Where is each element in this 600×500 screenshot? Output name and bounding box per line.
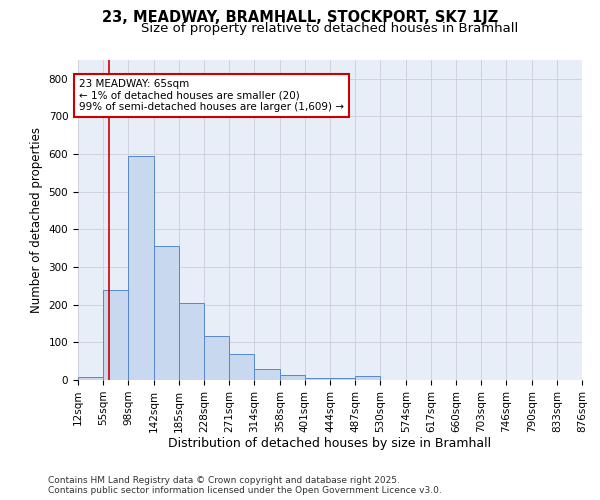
- Bar: [229, 354, 254, 380]
- Bar: [305, 378, 330, 380]
- Bar: [128, 156, 154, 380]
- X-axis label: Distribution of detached houses by size in Bramhall: Distribution of detached houses by size …: [169, 438, 491, 450]
- Bar: [154, 246, 179, 380]
- Bar: [78, 377, 103, 380]
- Bar: [103, 290, 128, 380]
- Bar: [355, 376, 380, 380]
- Y-axis label: Number of detached properties: Number of detached properties: [30, 127, 43, 313]
- Bar: [204, 336, 229, 380]
- Text: 23 MEADWAY: 65sqm
← 1% of detached houses are smaller (20)
99% of semi-detached : 23 MEADWAY: 65sqm ← 1% of detached house…: [79, 79, 344, 112]
- Title: Size of property relative to detached houses in Bramhall: Size of property relative to detached ho…: [142, 22, 518, 35]
- Text: 23, MEADWAY, BRAMHALL, STOCKPORT, SK7 1JZ: 23, MEADWAY, BRAMHALL, STOCKPORT, SK7 1J…: [102, 10, 498, 25]
- Text: Contains HM Land Registry data © Crown copyright and database right 2025.
Contai: Contains HM Land Registry data © Crown c…: [48, 476, 442, 495]
- Bar: [330, 378, 355, 380]
- Bar: [179, 303, 204, 380]
- Bar: [280, 375, 305, 380]
- Bar: [254, 370, 280, 380]
